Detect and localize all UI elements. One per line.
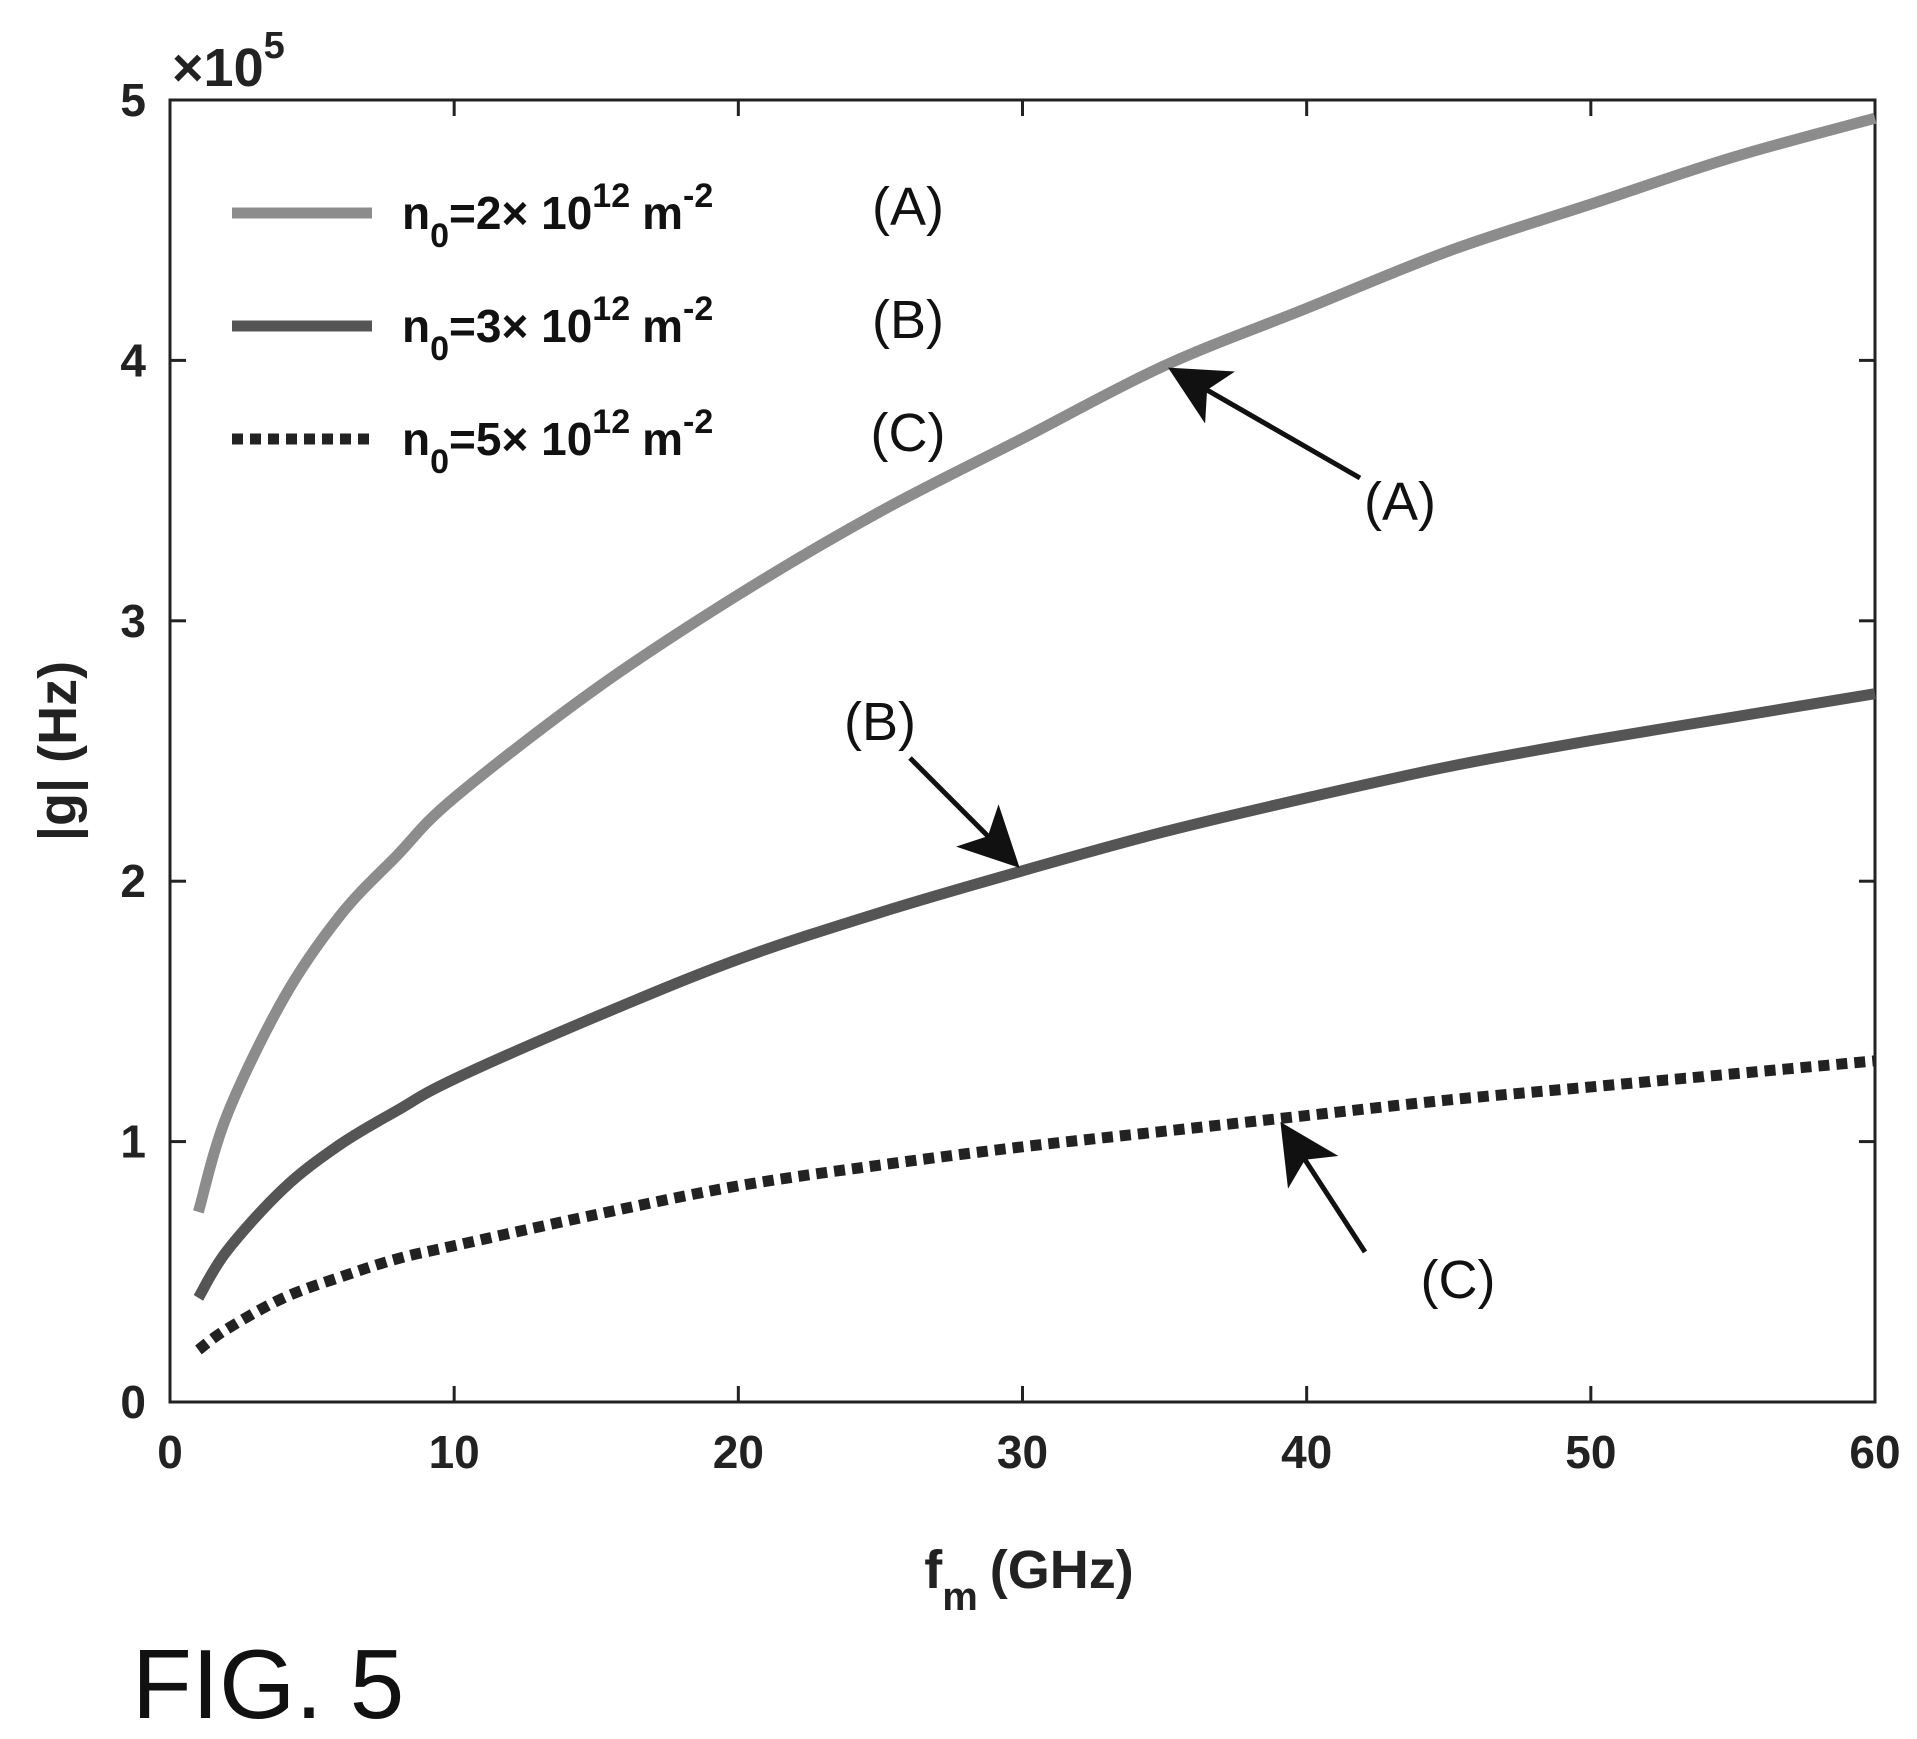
legend-tag-b: (B)	[872, 290, 944, 350]
annotation-arrow-c	[1280, 1122, 1368, 1254]
annotations: (A) (B) (C)	[844, 367, 1496, 1310]
figure-label: FIG. 5	[132, 1629, 404, 1739]
legend-entry-c: n0=5× 1012 m-2	[402, 403, 713, 481]
series-line-c	[195, 1055, 1876, 1355]
legend-entry-b: n0=3× 1012 m-2	[402, 290, 713, 368]
series-group	[193, 112, 1877, 1355]
legend-tag-c: (C)	[871, 403, 946, 463]
annotation-label-a: (A)	[1364, 472, 1436, 532]
annotation-label-b: (B)	[844, 692, 916, 752]
y-axis-label: |g| (Hz)	[28, 661, 89, 841]
x-tick-label: 50	[1565, 1426, 1616, 1478]
legend: n0=2× 1012 m-2 (A) n0=3× 1012 m-2 (B) n0=5× 10…	[232, 177, 945, 481]
y-tick-label: 3	[120, 595, 146, 647]
annotation-arrow-b	[908, 756, 1020, 868]
y-tick-label: 0	[120, 1376, 146, 1428]
axis-ticks: 0 10 20 30 40 50 60 0 1 2 3 4 5	[120, 74, 1900, 1478]
x-tick-label: 40	[1281, 1426, 1332, 1478]
x-tick-label: 10	[429, 1426, 480, 1478]
legend-entry-a: n0=2× 1012 m-2	[402, 177, 713, 255]
y-tick-label: 1	[120, 1116, 146, 1168]
y-tick-label: 5	[120, 74, 146, 126]
series-line-b	[193, 688, 1876, 1301]
legend-tag-a: (A)	[872, 177, 944, 237]
x-tick-label: 0	[157, 1426, 183, 1478]
y-tick-label: 4	[120, 334, 146, 386]
x-tick-label: 60	[1849, 1426, 1900, 1478]
plot-area	[168, 98, 1877, 1404]
series-line-a	[193, 112, 1877, 1214]
x-tick-label: 20	[713, 1426, 764, 1478]
x-axis-label: fm (GHz)	[924, 1540, 1134, 1619]
annotation-label-c: (C)	[1421, 1250, 1496, 1310]
annotation-arrow-a	[1168, 367, 1362, 481]
y-tick-label: 2	[120, 855, 146, 907]
y-multiplier: ×105	[172, 25, 285, 98]
x-tick-label: 30	[997, 1426, 1048, 1478]
